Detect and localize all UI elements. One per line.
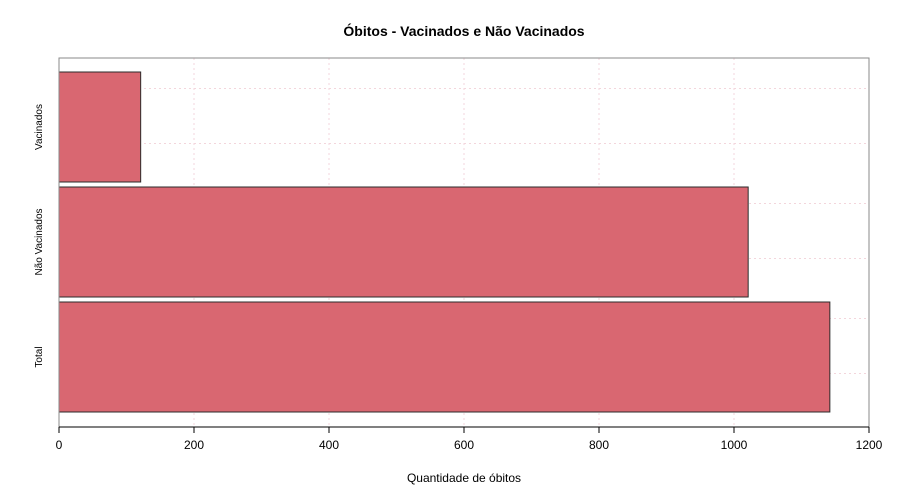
x-tick-label-1: 200 <box>184 438 204 452</box>
x-tick-label-5: 1000 <box>721 438 748 452</box>
x-tick-label-0: 0 <box>56 438 63 452</box>
category-label-0: Total <box>34 346 45 367</box>
category-labels: Total Não Vacinados Vacinados <box>34 104 45 368</box>
chart-title: Óbitos - Vacinados e Não Vacinados <box>343 22 584 39</box>
x-tick-label-6: 1200 <box>856 438 883 452</box>
x-axis-label: Quantidade de óbitos <box>407 471 521 485</box>
bar-1 <box>58 186 749 298</box>
x-tick-label-3: 600 <box>454 438 474 452</box>
x-tick-label-2: 400 <box>319 438 339 452</box>
category-label-1: Não Vacinados <box>34 208 45 275</box>
x-axis: 0 200 400 600 800 1000 1200 <box>56 426 883 452</box>
bar-2 <box>58 71 142 183</box>
bar-0 <box>58 301 831 413</box>
x-tick-label-4: 800 <box>589 438 609 452</box>
bars <box>58 71 831 413</box>
category-label-2: Vacinados <box>34 104 45 150</box>
